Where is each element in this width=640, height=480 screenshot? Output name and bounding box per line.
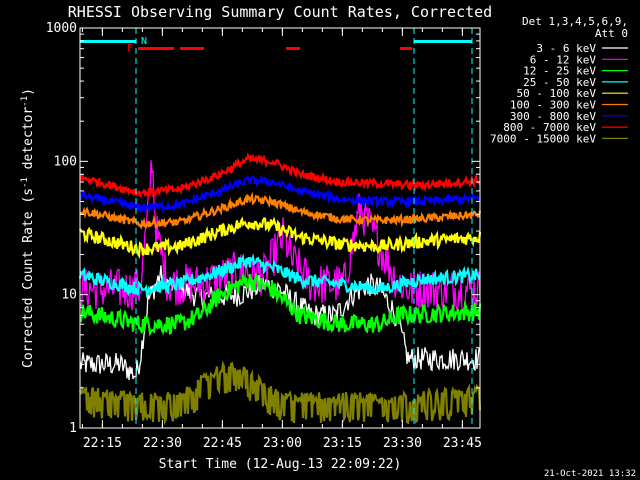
x-tick-label: 22:15	[83, 436, 122, 451]
x-tick-label: 23:15	[323, 436, 362, 451]
y-tick-label: 100	[54, 154, 77, 169]
trace-800-7000-kev	[78, 152, 481, 199]
legend-entry-label: 800 - 7000 keV	[503, 121, 596, 134]
legend-entry-label: 7000 - 15000 keV	[490, 132, 596, 145]
plot-frame	[79, 27, 481, 429]
legend-entry-label: 100 - 300 keV	[510, 99, 596, 112]
chart-title: RHESSI Observing Summary Count Rates, Co…	[68, 3, 492, 21]
trace-7000-15000-kev	[78, 360, 482, 426]
legend-entry-label: 50 - 100 keV	[517, 87, 597, 100]
y-axis-label: Corrected Count Rate (s-1 detector-1)	[20, 88, 36, 368]
trace-300-800-kev	[78, 174, 481, 214]
legend-title: Att 0	[595, 27, 628, 40]
trace-50-100-kev	[78, 216, 482, 259]
x-tick-label: 23:45	[443, 436, 482, 451]
x-tick-label: 22:30	[143, 436, 182, 451]
x-tick-label: 22:45	[203, 436, 242, 451]
night-label: N	[141, 36, 147, 47]
legend-entry-label: 6 - 12 keV	[530, 53, 597, 66]
night-bar	[80, 40, 136, 43]
y-tick-label: 10	[61, 288, 77, 303]
legend-entry-label: 12 - 25 keV	[523, 65, 596, 78]
x-axis-label: Start Time (12-Aug-13 22:09:22)	[159, 457, 402, 472]
x-tick-label: 23:00	[263, 436, 302, 451]
legend-entry-label: 25 - 50 keV	[523, 76, 596, 89]
trace-100-300-kev	[79, 191, 482, 230]
trace-12-25-kev	[79, 271, 482, 337]
annotation-bars: NF	[80, 28, 473, 428]
y-tick-label: 1000	[46, 21, 77, 36]
flare-bar	[138, 47, 174, 50]
flare-label: F	[127, 43, 133, 54]
y-tick-label: 1	[69, 421, 77, 436]
axes: 22:15 22:30 22:45 23:00 23:15 23:30 23:45 1 10 10…	[46, 21, 482, 451]
series-traces	[78, 152, 482, 426]
flare-bar	[180, 47, 204, 50]
flare-bar	[286, 47, 300, 50]
legend-entry-label: 300 - 800 keV	[510, 110, 596, 123]
flare-bar	[400, 47, 412, 50]
trace-25-50-kev	[78, 253, 481, 299]
legend-entry-label: 3 - 6 keV	[536, 42, 596, 55]
x-tick-label: 23:30	[383, 436, 422, 451]
night-bar	[414, 40, 472, 43]
trace-3-6-kev	[79, 265, 481, 381]
timestamp-label: 21-Oct-2021 13:32	[544, 469, 636, 479]
legend-title: Det 1,3,4,5,6,9,	[522, 15, 628, 28]
